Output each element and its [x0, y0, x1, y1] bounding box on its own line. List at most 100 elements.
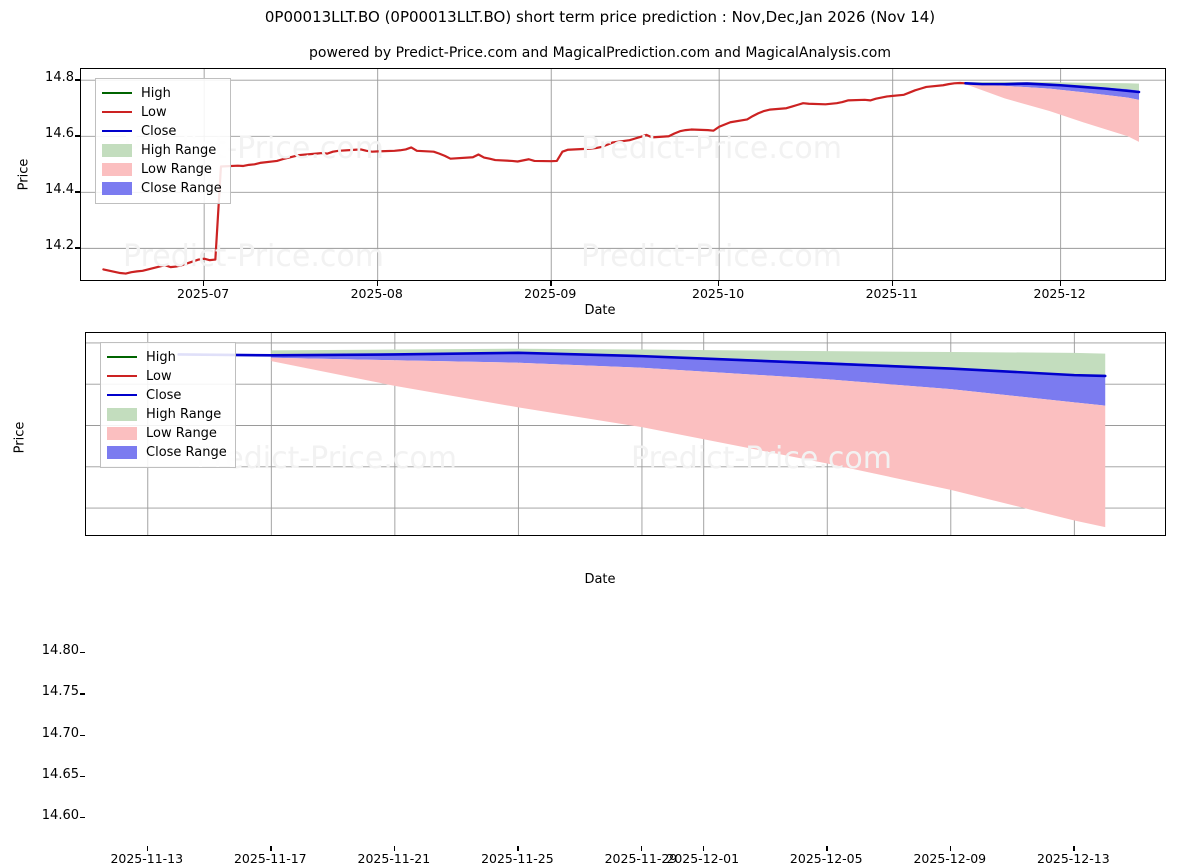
top-x-axis-label: Date [584, 303, 616, 318]
x-axis-tick-mark [270, 846, 272, 851]
legend-item-close: Close [107, 386, 227, 405]
top-plot-area: Predict-Price.com Predict-Price.com Pred… [80, 68, 1166, 281]
y-axis-tick-mark [75, 191, 80, 193]
legend-item-label: Close [146, 388, 182, 403]
page-title: 0P00013LLT.BO (0P00013LLT.BO) short term… [264, 8, 936, 26]
top-chart-canvas [81, 69, 1165, 280]
legend-item-label: Low Range [141, 162, 212, 177]
y-axis-tick-label: 14.2 [45, 238, 74, 254]
legend-item-label: Low Range [146, 426, 217, 441]
y-axis-tick-mark [80, 693, 85, 695]
y-axis-tick-label: 14.6 [45, 126, 74, 142]
legend-item-label: High Range [141, 143, 217, 158]
legend-item-label: High [141, 86, 171, 101]
legend-item-label: High [146, 350, 176, 365]
x-axis-tick-mark [1073, 846, 1075, 851]
legend-item-high: High [107, 348, 227, 367]
legend-line-swatch-icon [107, 389, 137, 402]
legend-band-swatch-icon [107, 427, 137, 440]
bottom-chart-panel: Price Predict-Price.com Predict-Price.co… [0, 310, 1200, 866]
legend-band-swatch-icon [107, 408, 137, 421]
legend-item-high-range: High Range [102, 141, 222, 160]
bottom-x-axis-label: Date [584, 572, 616, 587]
legend-item-close-range: Close Range [102, 179, 222, 198]
y-axis-tick-mark [80, 734, 85, 736]
band-low-range [271, 357, 1106, 528]
x-axis-tick-label: 2025-08 [350, 286, 403, 301]
x-axis-tick-label: 2025-09 [524, 286, 577, 301]
legend-item-close: Close [102, 122, 222, 141]
band-high-range [965, 81, 1140, 91]
legend-item-close-range: Close Range [107, 443, 227, 462]
y-axis-tick-label: 14.4 [45, 182, 74, 198]
legend-line-swatch-icon [107, 370, 137, 383]
legend-item-label: Low [141, 105, 167, 120]
x-axis-tick-label: 2025-12 [1033, 286, 1086, 301]
y-axis-tick-label: 14.75 [41, 684, 79, 700]
legend-band-swatch-icon [102, 163, 132, 176]
x-axis-tick-mark [203, 281, 205, 286]
band-low-range [965, 83, 1140, 142]
x-axis-tick-label: 2025-12-09 [913, 851, 987, 866]
legend-item-label: Close [141, 124, 177, 139]
page-subtitle: powered by Predict-Price.com and Magical… [309, 45, 891, 61]
legend-line-swatch-icon [102, 106, 132, 119]
x-axis-tick-label: 2025-11-21 [357, 851, 431, 866]
series-line-close [964, 81, 1141, 94]
legend-line-swatch-icon [102, 87, 132, 100]
y-axis-tick-mark [75, 135, 80, 137]
legend-item-low-range: Low Range [102, 160, 222, 179]
band-high-range [271, 348, 1106, 376]
y-axis-tick-label: 14.60 [41, 808, 79, 824]
legend-item-low-range: Low Range [107, 424, 227, 443]
series-line-close [177, 351, 1107, 378]
legend-item-label: Close Range [146, 445, 227, 460]
x-axis-tick-mark [146, 846, 149, 851]
bottom-plot-area: Predict-Price.com Predict-Price.com [85, 332, 1166, 536]
y-axis-tick-label: 14.80 [41, 642, 79, 658]
series-line-low [102, 81, 967, 275]
x-axis-tick-label: 2025-11-13 [110, 851, 184, 866]
x-axis-tick-label: 2025-07 [177, 286, 230, 301]
x-axis-tick-label: 2025-12-01 [666, 851, 740, 866]
x-axis-tick-mark [550, 281, 552, 286]
x-axis-tick-label: 2025-11-25 [481, 851, 554, 866]
top-legend: High Low Close High Range Low Range Close Ran… [95, 78, 231, 204]
bottom-chart-canvas [86, 333, 1165, 535]
x-axis-tick-mark [702, 846, 704, 851]
legend-item-label: Low [146, 369, 172, 384]
x-axis-tick-mark [718, 281, 720, 286]
y-axis-tick-label: 14.8 [45, 70, 74, 86]
legend-line-swatch-icon [107, 351, 137, 364]
bottom-y-axis-label: Price [12, 421, 28, 454]
y-axis-tick-label: 14.70 [41, 725, 79, 741]
x-axis-tick-mark [393, 846, 396, 851]
x-axis-tick-label: 2025-11 [865, 286, 918, 301]
y-axis-tick-mark [80, 775, 85, 778]
legend-line-swatch-icon [102, 125, 132, 138]
bottom-legend: High Low Close High Range Low Range Close Ran… [100, 342, 236, 468]
x-axis-tick-mark [517, 846, 519, 851]
x-axis-tick-mark [1059, 281, 1061, 286]
top-chart-panel: Price Predict-Price.com Predict-Price.co… [0, 0, 1200, 318]
x-axis-tick-mark [826, 846, 828, 851]
legend-item-low: Low [102, 103, 222, 122]
legend-item-high-range: High Range [107, 405, 227, 424]
legend-band-swatch-icon [102, 182, 132, 195]
legend-item-low: Low [107, 367, 227, 386]
y-axis-tick-label: 14.65 [41, 766, 79, 782]
x-axis-tick-label: 2025-12-13 [1037, 851, 1110, 866]
x-axis-tick-label: 2025-11-17 [233, 851, 307, 866]
x-axis-tick-mark [640, 846, 643, 851]
x-axis-tick-mark [891, 281, 893, 286]
y-axis-tick-mark [75, 79, 80, 81]
y-axis-tick-mark [75, 247, 80, 249]
legend-band-swatch-icon [102, 144, 132, 157]
x-axis-tick-label: 2025-10 [692, 286, 745, 301]
x-axis-tick-label: 2025-12-05 [789, 851, 863, 866]
x-axis-tick-mark [949, 846, 952, 851]
y-axis-tick-mark [80, 651, 85, 654]
legend-item-high: High [102, 84, 222, 103]
y-axis-tick-mark [80, 817, 85, 819]
